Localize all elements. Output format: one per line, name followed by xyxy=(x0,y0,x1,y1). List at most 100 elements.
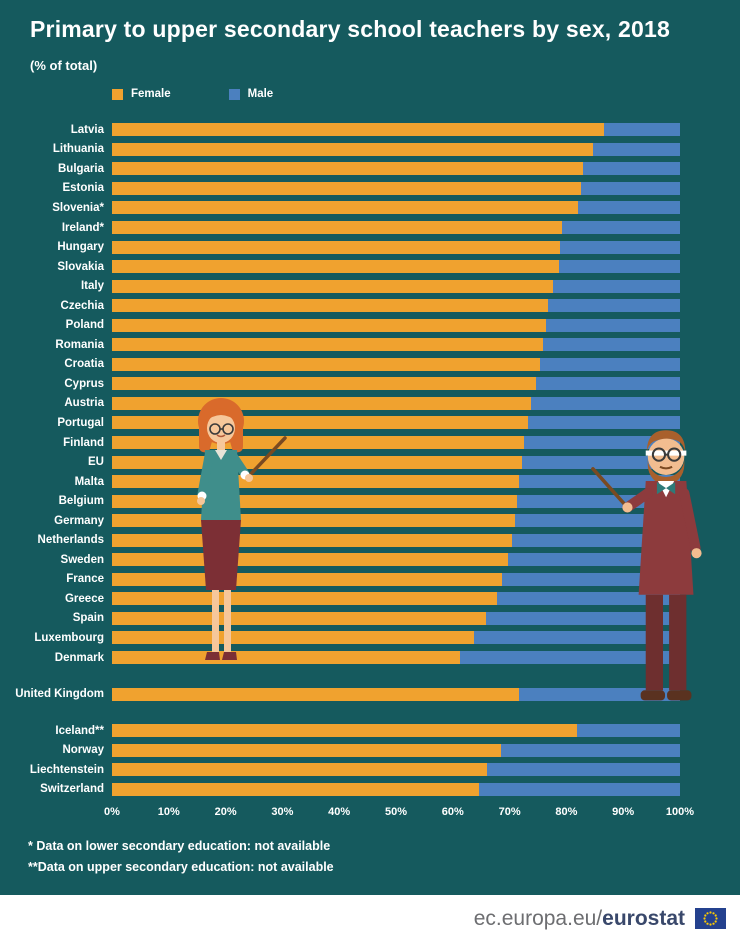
country-label: Czechia xyxy=(60,299,104,312)
country-label: France xyxy=(66,573,104,586)
bar-chart-rows: Latvia Lithuania Bulgaria Estonia Slovenia* I… xyxy=(8,120,732,799)
x-axis-tick: 30% xyxy=(271,806,294,819)
bar-male-segment xyxy=(112,201,680,215)
bar-male-segment xyxy=(112,724,680,738)
x-axis-tick: 80% xyxy=(555,806,578,819)
footer-url-prefix: ec.europa.eu/ xyxy=(473,906,603,930)
bar-row: Estonia xyxy=(8,179,732,199)
bar-female-segment xyxy=(112,318,546,332)
bar-male-segment xyxy=(112,436,680,450)
bar-male-segment xyxy=(112,494,680,508)
bar-female-segment xyxy=(112,201,578,215)
x-axis-tick: 10% xyxy=(157,806,180,819)
bar-row: France xyxy=(8,570,732,590)
bar-male-segment xyxy=(112,572,680,586)
country-label: Luxembourg xyxy=(34,631,104,644)
bar-male-segment xyxy=(112,763,680,777)
country-label: Ireland* xyxy=(61,221,104,234)
bar-male-segment xyxy=(112,782,680,796)
bar-male-segment xyxy=(112,181,680,195)
x-axis-tick: 40% xyxy=(328,806,351,819)
bar-female-segment xyxy=(112,357,541,371)
bar-female-segment xyxy=(112,181,582,195)
bar-row: Denmark xyxy=(8,648,732,668)
bar-row: Romania xyxy=(8,335,732,355)
country-label: Sweden xyxy=(60,553,104,566)
country-label: Germany xyxy=(54,514,104,527)
country-label: Switzerland xyxy=(40,783,104,796)
legend-label-female: Female xyxy=(131,88,171,100)
country-label: Slovakia xyxy=(57,260,104,273)
country-label: Poland xyxy=(65,319,104,332)
bar-female-segment xyxy=(112,651,460,665)
bar-female-segment xyxy=(112,455,523,469)
bar-row: Switzerland xyxy=(8,780,732,800)
bar-male-segment xyxy=(112,142,680,156)
page-subtitle: (% of total) xyxy=(30,58,98,73)
bar-row: Finland xyxy=(8,433,732,453)
country-label: Spain xyxy=(72,612,104,625)
bar-male-segment xyxy=(112,162,680,176)
x-axis-tick: 90% xyxy=(612,806,635,819)
bar-row: Belgium xyxy=(8,491,732,511)
bar-female-segment xyxy=(112,377,536,391)
country-label: Greece xyxy=(64,592,104,605)
bar-female-segment xyxy=(112,553,509,567)
bar-male-segment xyxy=(112,651,680,665)
bar-male-segment xyxy=(112,416,680,430)
bar-female-segment xyxy=(112,475,520,489)
bar-row: Malta xyxy=(8,472,732,492)
bar-male-segment xyxy=(112,260,680,274)
bar-female-segment xyxy=(112,221,562,234)
bar-row: Sweden xyxy=(8,550,732,570)
bar-female-segment xyxy=(112,572,502,586)
bar-female-segment xyxy=(112,240,561,254)
country-label: Cyprus xyxy=(64,377,104,390)
bar-male-segment xyxy=(112,221,680,234)
bar-row: EU xyxy=(8,452,732,472)
bar-male-segment xyxy=(112,611,680,625)
country-label: Estonia xyxy=(62,182,104,195)
bar-female-segment xyxy=(112,631,474,645)
bar-female-segment xyxy=(112,416,529,430)
bar-male-segment xyxy=(112,743,680,757)
bar-row: Poland xyxy=(8,315,732,335)
country-label: Romania xyxy=(55,338,104,351)
bar-row: Greece xyxy=(8,589,732,609)
bar-row: Croatia xyxy=(8,355,732,375)
bar-male-segment xyxy=(112,631,680,645)
chart-legend: Female Male xyxy=(112,88,273,100)
country-label: Latvia xyxy=(70,123,104,136)
country-label: Lithuania xyxy=(52,143,104,156)
country-label: Finland xyxy=(63,436,104,449)
bar-row: Czechia xyxy=(8,296,732,316)
bar-row: Cyprus xyxy=(8,374,732,394)
bar-female-segment xyxy=(112,123,604,137)
bar-male-segment xyxy=(112,240,680,254)
bar-row: Bulgaria xyxy=(8,159,732,179)
bar-female-segment xyxy=(112,687,519,701)
country-label: Croatia xyxy=(64,358,104,371)
footer-brand: eurostat xyxy=(602,906,685,930)
bar-female-segment xyxy=(112,611,487,625)
x-axis-tick: 50% xyxy=(384,806,408,819)
bar-male-segment xyxy=(112,338,680,352)
eu-flag-icon xyxy=(695,908,726,929)
group-gap xyxy=(8,667,732,684)
country-label: Hungary xyxy=(57,241,104,254)
country-label: Belgium xyxy=(58,495,104,508)
bar-row: Luxembourg xyxy=(8,628,732,648)
x-axis: 0% 10% 20% 30% 40% 50% 60% 70% 80% 90% 100% xyxy=(104,806,694,822)
bar-row: Slovenia* xyxy=(8,198,732,218)
footer-bar: ec.europa.eu/eurostat xyxy=(0,895,740,942)
bar-female-segment xyxy=(112,514,515,528)
country-label: Bulgaria xyxy=(57,162,104,175)
bar-row: Hungary xyxy=(8,237,732,257)
footnotes: * Data on lower secondary education: not… xyxy=(28,836,334,878)
bar-row: Netherlands xyxy=(8,530,732,550)
legend-item-female: Female xyxy=(112,88,171,100)
country-label: Portugal xyxy=(57,416,104,429)
bar-male-segment xyxy=(112,377,680,391)
page-title: Primary to upper secondary school teache… xyxy=(30,16,670,42)
legend-swatch-female xyxy=(112,88,123,100)
